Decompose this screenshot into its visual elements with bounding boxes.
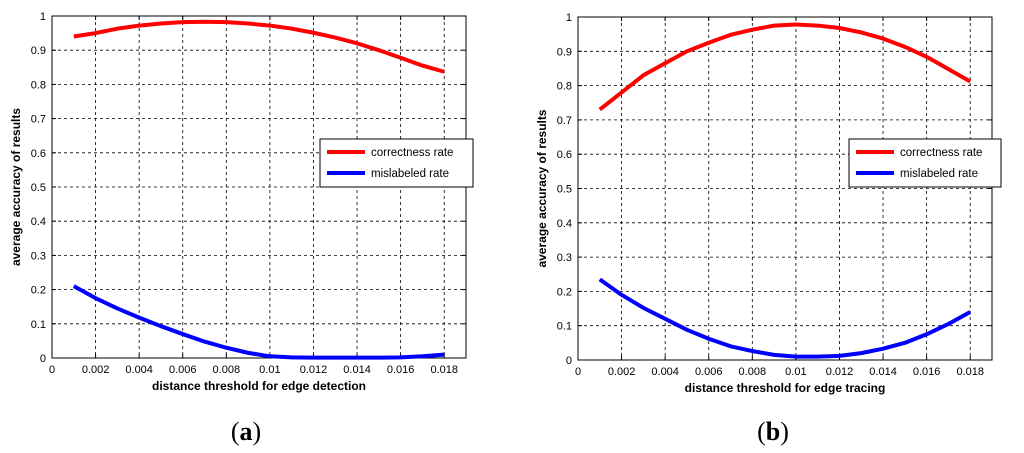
y-tick-label: 0.6	[557, 149, 572, 161]
y-tick-label: 0.1	[31, 319, 46, 331]
x-tick-label: 0.014	[869, 366, 897, 378]
panel-label: (b)	[757, 417, 789, 446]
y-axis-label: average accuracy of results	[535, 109, 549, 267]
legend: correctness rate mislabeled rate	[848, 138, 1002, 188]
grid-lines	[52, 16, 466, 358]
x-tick-label: 0.018	[430, 364, 458, 376]
x-tick-label: 0.01	[259, 364, 280, 376]
panel-label: (a)	[231, 417, 261, 446]
y-tick-label: 0.3	[31, 250, 46, 262]
series-line-correctness-rate	[598, 22, 972, 112]
x-tick-label: 0	[575, 366, 581, 378]
x-tick-label: 0.002	[82, 364, 110, 376]
legend-box	[319, 138, 474, 188]
x-tick-label: 0	[49, 364, 55, 376]
y-tick-label: 0.1	[557, 321, 572, 333]
series-line-correctness-rate	[73, 19, 445, 74]
y-tick-label: 1	[40, 11, 46, 23]
y-tick-label: 0.8	[557, 81, 572, 93]
x-tick-label: 0.016	[387, 364, 415, 376]
y-tick-label: 0.5	[557, 184, 572, 196]
y-tick-label: 0.2	[31, 285, 46, 297]
legend: correctness rate mislabeled rate	[319, 138, 474, 188]
x-tick-label: 0.012	[826, 366, 854, 378]
y-tick-label: 0.4	[557, 218, 572, 230]
x-tick-label: 0.018	[956, 366, 984, 378]
legend-label: mislabeled rate	[900, 168, 978, 180]
x-tick-label: 0.004	[125, 364, 153, 376]
legend-box	[848, 138, 1002, 188]
y-tick-label: 0.6	[31, 148, 46, 160]
x-tick-label: 0.006	[695, 366, 723, 378]
x-axis-label: distance threshold for edge tracing	[685, 381, 886, 395]
grid-lines	[578, 17, 992, 360]
chart-panel-a: 0 0.002 0.004 0.006 0.008 0.01 0.012 0.014 0.016…	[9, 11, 474, 446]
x-tick-label: 0.014	[343, 364, 371, 376]
y-tick-label: 1	[566, 12, 572, 24]
x-tick-label: 0.01	[785, 366, 806, 378]
y-tick-label: 0.7	[31, 114, 46, 126]
y-tick-label: 0.7	[557, 115, 572, 127]
x-tick-label: 0.016	[913, 366, 941, 378]
x-tick-label: 0.008	[739, 366, 767, 378]
y-axis-label: average accuracy of results	[9, 108, 23, 266]
y-tick-label: 0.9	[557, 46, 572, 58]
x-axis-label: distance threshold for edge detection	[152, 379, 366, 393]
series-line-mislabeled-rate	[72, 284, 445, 360]
x-tick-label: 0.004	[651, 366, 679, 378]
y-tick-label: 0.3	[557, 252, 572, 264]
legend-label: correctness rate	[900, 147, 982, 159]
y-tick-label: 0	[40, 353, 46, 365]
chart-panel-b: 0 0.002 0.004 0.006 0.008 0.01 0.012 0.014 0.016…	[535, 12, 1002, 446]
series-line-mislabeled-rate	[598, 277, 972, 359]
y-tick-label: 0.4	[31, 216, 46, 228]
legend-label: mislabeled rate	[371, 168, 449, 180]
x-tick-label: 0.002	[608, 366, 636, 378]
x-tick-label: 0.006	[169, 364, 197, 376]
y-tick-label: 0.2	[557, 286, 572, 298]
y-tick-label: 0.5	[31, 182, 46, 194]
x-tick-label: 0.012	[300, 364, 328, 376]
y-tick-label: 0.8	[31, 79, 46, 91]
legend-label: correctness rate	[371, 147, 453, 159]
x-tick-label: 0.008	[213, 364, 241, 376]
y-tick-label: 0.9	[31, 45, 46, 57]
y-tick-label: 0	[566, 355, 572, 367]
